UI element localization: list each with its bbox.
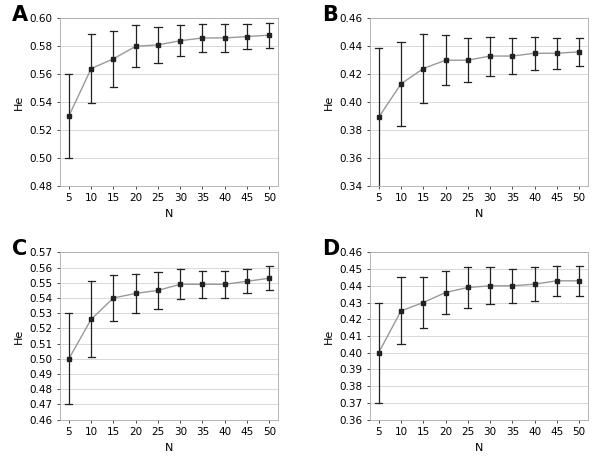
Text: C: C <box>12 239 27 259</box>
X-axis label: N: N <box>165 209 173 219</box>
Y-axis label: He: He <box>14 95 23 110</box>
X-axis label: N: N <box>475 443 483 453</box>
X-axis label: N: N <box>475 209 483 219</box>
Text: D: D <box>322 239 339 259</box>
Y-axis label: He: He <box>323 328 334 343</box>
Y-axis label: He: He <box>14 328 23 343</box>
Text: B: B <box>322 5 338 25</box>
Y-axis label: He: He <box>323 95 334 110</box>
X-axis label: N: N <box>165 443 173 453</box>
Text: A: A <box>12 5 28 25</box>
